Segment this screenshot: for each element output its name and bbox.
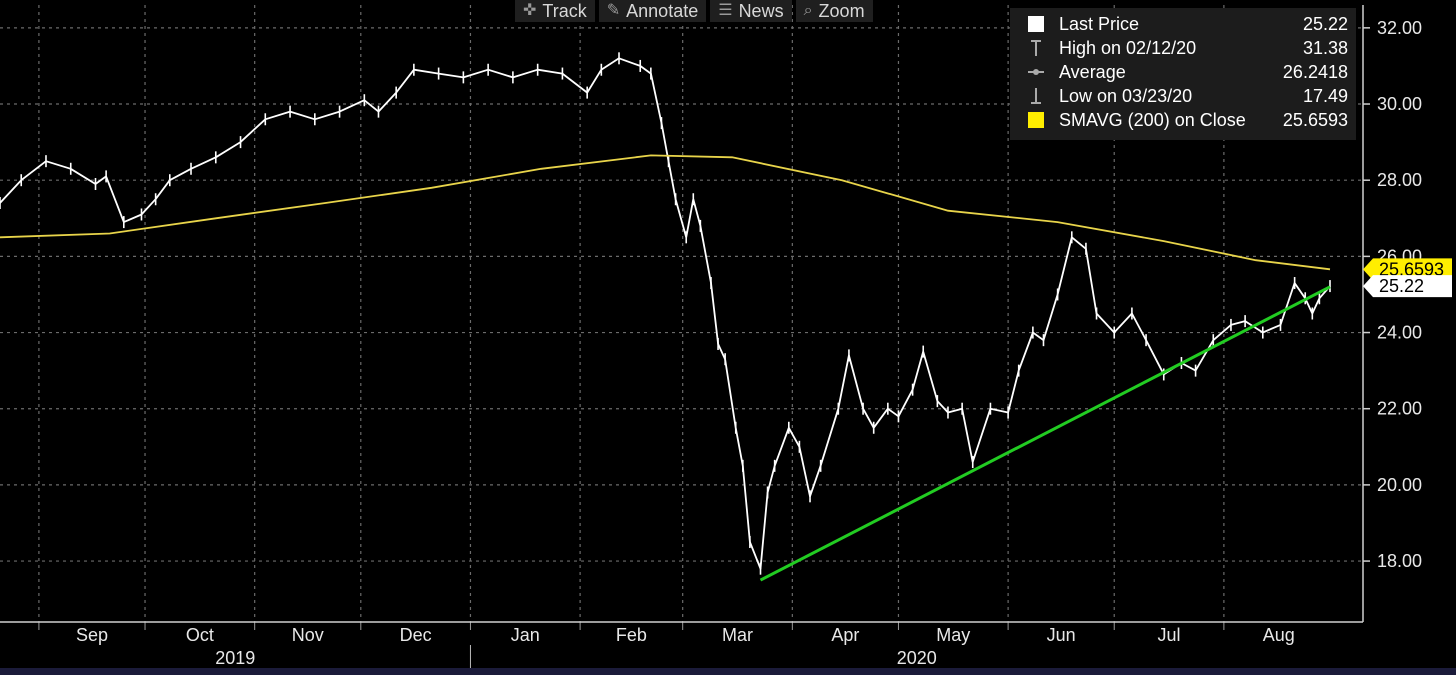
legend-last-price-value: 25.22 [1302,14,1348,34]
legend-row-average[interactable]: Average 26.2418 [1010,60,1356,84]
news-label: News [738,1,784,21]
month-label: Dec [400,625,432,645]
white-square-icon [1028,16,1044,32]
month-label: Nov [292,625,324,645]
month-label: Sep [76,625,108,645]
legend-last-price-label: Last Price [1059,14,1140,34]
crosshair-icon: ✜ [523,2,537,19]
magnifier-icon: ⌕ [803,2,813,19]
bottom-divider [0,668,1456,675]
month-label: Jun [1047,625,1076,645]
annotate-button[interactable]: ✎ Annotate [598,0,707,22]
y-tick-label: 30.00 [1377,94,1422,114]
sma-price-tag-label: 25.6593 [1379,259,1444,279]
month-label: Oct [186,625,214,645]
month-label: Mar [722,625,753,645]
trendline [759,285,1331,582]
year-label: 2020 [897,648,937,668]
last-price-tag [1363,275,1452,298]
y-tick-label: 28.00 [1377,170,1422,190]
last-price-tag-label: 25.22 [1379,276,1424,296]
news-icon: ☰ [718,2,733,19]
track-label: Track [542,1,587,21]
yellow-square-icon [1028,112,1044,128]
month-label: Feb [616,625,647,645]
average-marker-icon [1028,69,1044,75]
sma-price-tag [1363,258,1452,281]
zoom-label: Zoom [818,1,865,21]
legend-average-label: Average [1059,62,1126,82]
legend-sma-value: 25.6593 [1282,110,1348,130]
low-marker-icon [1031,88,1041,104]
year-label: 2019 [215,648,255,668]
pencil-icon: ✎ [606,2,621,19]
legend-low-label: Low on 03/23/20 [1059,86,1193,106]
y-tick-label: 18.00 [1377,551,1422,571]
month-label: Jan [511,625,540,645]
month-label: Apr [831,625,859,645]
legend-high-value: 31.38 [1302,38,1348,58]
legend-row-last-price[interactable]: Last Price 25.22 [1010,12,1356,36]
y-tick-label: 22.00 [1377,399,1422,419]
legend-low-value: 17.49 [1302,86,1348,106]
news-button[interactable]: ☰ News [710,0,792,22]
legend-sma-label: SMAVG (200) on Close [1059,110,1246,130]
month-label: Aug [1263,625,1295,645]
legend-average-value: 26.2418 [1282,62,1348,82]
high-marker-icon [1031,40,1041,56]
legend-row-sma[interactable]: SMAVG (200) on Close 25.6593 [1010,108,1356,132]
y-tick-label: 24.00 [1377,323,1422,343]
legend-row-low[interactable]: Low on 03/23/20 17.49 [1010,84,1356,108]
annotate-label: Annotate [626,1,699,21]
chart-toolbar: ✜ Track ✎ Annotate ☰ News ⌕ Zoom [515,0,873,22]
zoom-button[interactable]: ⌕ Zoom [795,0,873,22]
sma-200-line [0,154,1331,271]
legend-row-high[interactable]: High on 02/12/20 31.38 [1010,36,1356,60]
y-tick-label: 20.00 [1377,475,1422,495]
legend-high-label: High on 02/12/20 [1059,38,1197,58]
month-label: Jul [1158,625,1181,645]
price-line [0,57,1331,570]
y-tick-label: 32.00 [1377,18,1422,38]
month-label: May [936,625,970,645]
track-button[interactable]: ✜ Track [515,0,595,22]
chart-legend: Last Price 25.22 High on 02/12/20 31.38 … [1010,8,1356,140]
